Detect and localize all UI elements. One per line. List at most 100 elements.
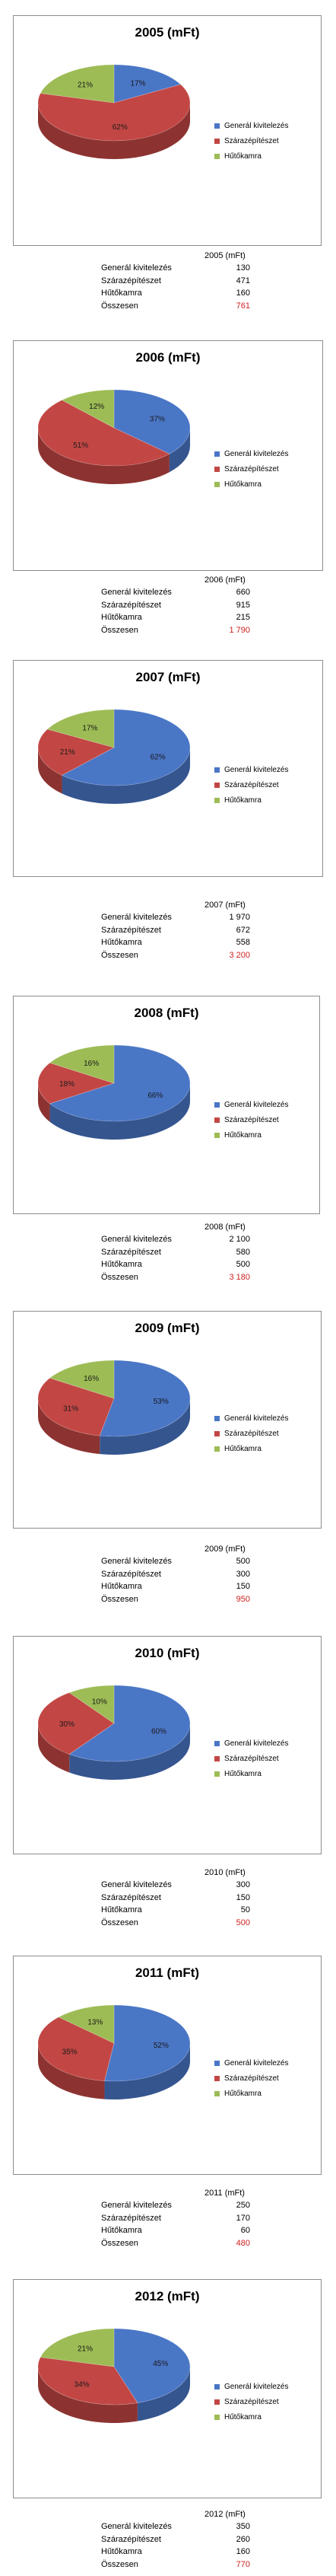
pie-slice-side (169, 428, 190, 473)
pie-slice-side (38, 428, 170, 484)
row-label: Összesen (101, 1918, 138, 1927)
legend-swatch (214, 1132, 220, 1138)
legend-item: Generál kivitelezés (214, 1411, 288, 1426)
legend-swatch (214, 466, 220, 472)
pie-chart-card: 2011 (mFt) 52% 35% 13% Generál kivitelezés Sz… (13, 1956, 322, 2175)
pie-slice-label: 37% (150, 416, 165, 424)
pie-slice-szarazepiteszet (37, 2357, 138, 2405)
row-value: 300 (236, 1880, 250, 1889)
pie-slice-szarazepiteszet (37, 2016, 115, 2081)
pie-slice-label: 17% (82, 724, 97, 732)
legend-swatch (214, 2399, 220, 2405)
row-value: 1 970 (229, 913, 250, 922)
pie-slice-hutokamra (49, 1044, 115, 1084)
legend-item: Hűtőkamra (214, 2409, 288, 2425)
row-label: Összesen (101, 301, 138, 311)
pie-chart: 66% 18% 16% (37, 1044, 191, 1140)
legend-item: Szárazépítészet (214, 1112, 288, 1127)
table-row: Generál kivitelezés 350 (101, 2520, 250, 2532)
legend-swatch (214, 1446, 220, 1452)
legend-label: Generál kivitelezés (224, 121, 289, 130)
row-label: Hűtőkamra (101, 2226, 142, 2235)
row-label: Generál kivitelezés (101, 1880, 172, 1889)
chart-legend: Generál kivitelezés Szárazépítészet Hűtőka… (214, 1736, 288, 1781)
year-data-table: 2011 (mFt) Generál kivitelezés 250 Szárazép… (101, 2186, 255, 2255)
row-label: Hűtőkamra (101, 613, 142, 622)
total-value: 500 (236, 1918, 250, 1927)
chart-title: 2006 (mFt) (135, 350, 201, 365)
legend-item: Szárazépítészet (214, 2071, 288, 2086)
legend-item: Hűtőkamra (214, 477, 288, 492)
legend-label: Hűtőkamra (224, 1130, 262, 1140)
chart-legend: Generál kivitelezés Szárazépítészet Hűtőka… (214, 446, 288, 492)
row-label: Szárazépítészet (101, 1247, 161, 1257)
year-data-table: 2010 (mFt) Generál kivitelezés 300 Szárazép… (101, 1866, 255, 1934)
pie-slice-label: 21% (78, 2345, 93, 2354)
legend-swatch (214, 1117, 220, 1123)
pie-slice-side (38, 1083, 50, 1122)
chart-title: 2007 (mFt) (135, 670, 201, 684)
row-label: Szárazépítészet (101, 276, 161, 285)
table-header: 2011 (mFt) (204, 2189, 245, 2198)
year-data-table: 2005 (mFt) Generál kivitelezés 130 Szárazép… (101, 249, 255, 317)
chart-legend: Generál kivitelezés Szárazépítészet Hűtőka… (214, 1097, 288, 1143)
row-value: 170 (236, 2213, 250, 2223)
table-row: Hűtőkamra 500 (101, 1258, 250, 1270)
pie-slice-side (38, 103, 190, 159)
row-value: 50 (240, 1905, 250, 1914)
chart-title: 2009 (mFt) (135, 1321, 200, 1335)
row-value: 130 (236, 263, 250, 273)
legend-item: Szárazépítészet (214, 461, 288, 477)
row-value: 500 (236, 1557, 250, 1566)
table-header: 2005 (mFt) (204, 251, 246, 260)
legend-swatch (214, 1101, 220, 1108)
chart-legend: Generál kivitelezés Szárazépítészet Hűtőka… (214, 2055, 288, 2101)
pie-slice-hutokamra (40, 64, 115, 104)
table-row: Szárazépítészet 260 (101, 2533, 250, 2545)
row-value: 250 (236, 2201, 250, 2210)
legend-item: Generál kivitelezés (214, 2055, 288, 2071)
table-row: Hűtőkamra 160 (101, 286, 250, 298)
pie-slice-side (38, 1723, 70, 1773)
chart-title: 2005 (mFt) (135, 25, 200, 40)
chart-title: 2010 (mFt) (135, 1646, 200, 1660)
legend-label: Generál kivitelezés (224, 1414, 289, 1423)
legend-swatch (214, 782, 220, 788)
legend-swatch (214, 153, 220, 159)
pie-slice-label: 30% (59, 1720, 74, 1729)
legend-item: Generál kivitelezés (214, 446, 288, 461)
pie-slice-szarazepiteszet (37, 400, 170, 467)
pie-chart: 53% 31% 16% (37, 1360, 191, 1455)
pie-chart-card: 2007 (mFt) 62% 21% 17% Generál kivitelezés Sz… (13, 660, 323, 877)
table-row: Hűtőkamra 160 (101, 2545, 250, 2557)
row-label: Összesen (101, 950, 138, 960)
pie-slice-label: 17% (131, 79, 146, 88)
pie-slice-label: 21% (78, 81, 93, 90)
table-row: Generál kivitelezés 660 (101, 585, 250, 598)
row-label: Szárazépítészet (101, 2213, 161, 2223)
table-total-row: Összesen 770 (101, 2558, 250, 2570)
row-label: Összesen (101, 1594, 138, 1604)
table-total-row: Összesen 1 790 (101, 623, 250, 636)
legend-swatch (214, 451, 220, 457)
table-header: 2009 (mFt) (204, 1545, 246, 1554)
legend-label: Hűtőkamra (224, 2089, 262, 2098)
year-data-table: 2007 (mFt) Generál kivitelezés 1 970 Száraz… (101, 898, 255, 967)
pie-slice-side (38, 748, 62, 794)
row-value: 215 (236, 613, 250, 622)
pie-slice-label: 34% (74, 2381, 90, 2389)
pie-slice-hutokamra (61, 389, 115, 429)
pie-slice-label: 16% (84, 1060, 99, 1068)
row-value: 300 (236, 1569, 250, 1579)
legend-label: Szárazépítészet (224, 2074, 279, 2083)
legend-label: Hűtőkamra (224, 2412, 262, 2421)
pie-chart: 62% 21% 17% (37, 709, 191, 804)
legend-item: Szárazépítészet (214, 777, 288, 792)
legend-label: Szárazépítészet (224, 136, 279, 145)
row-label: Szárazépítészet (101, 1569, 161, 1579)
legend-item: Generál kivitelezés (214, 2379, 288, 2394)
table-total-row: Összesen 480 (101, 2236, 250, 2249)
chart-legend: Generál kivitelezés Szárazépítészet Hűtőka… (214, 762, 288, 808)
pie-slice-side (137, 2367, 190, 2421)
table-row: Szárazépítészet 580 (101, 1245, 250, 1258)
